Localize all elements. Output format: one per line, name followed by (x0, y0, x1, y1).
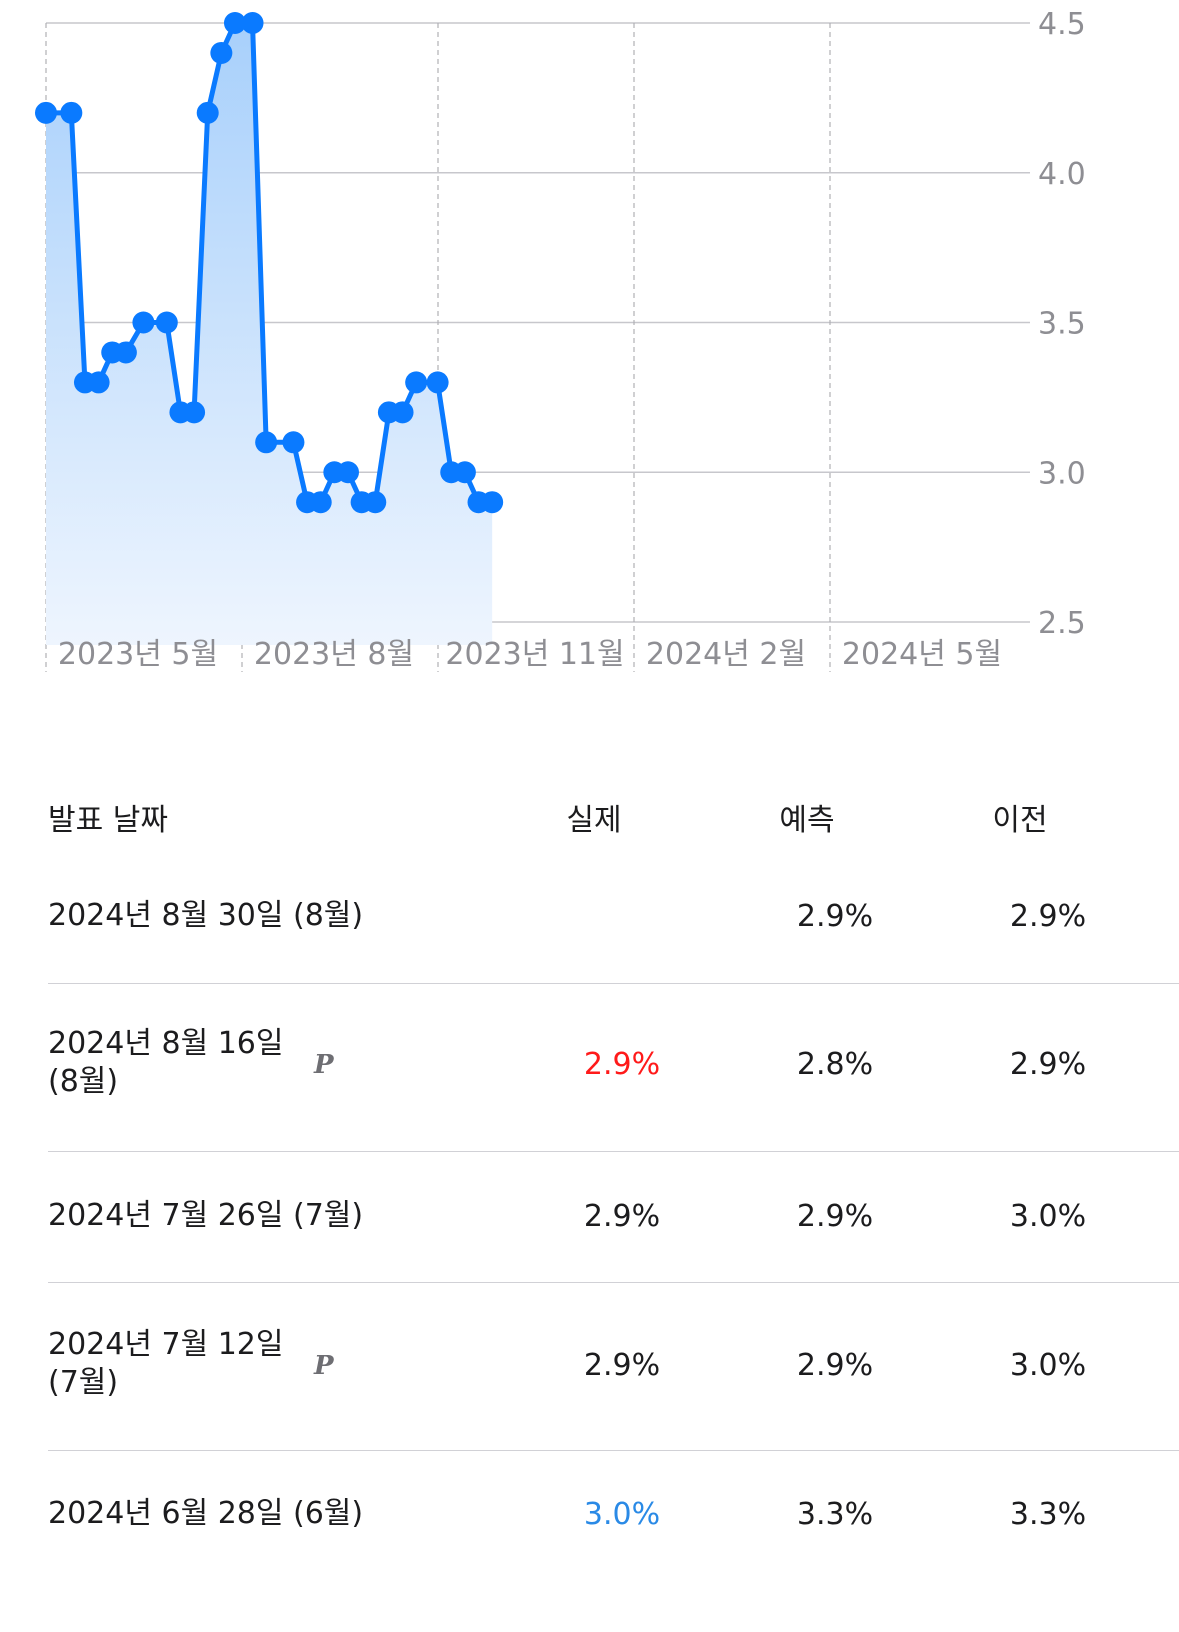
previous-value: 2.9% (1009, 1047, 1087, 1082)
data-point[interactable] (196, 101, 219, 124)
previous-value: 3.0% (1009, 1348, 1087, 1383)
data-point[interactable] (155, 311, 178, 334)
data-point[interactable] (114, 341, 137, 364)
header-actual: 실제 (566, 803, 622, 838)
data-point[interactable] (426, 371, 449, 394)
header-forecast: 예측 (779, 803, 835, 838)
data-point[interactable] (282, 431, 305, 454)
forecast-value: 2.8% (796, 1047, 874, 1082)
forecast-value: 2.9% (796, 1348, 874, 1383)
previous-value: 2.9% (1009, 899, 1087, 934)
x-tick-label: 2023년 8월 (254, 637, 414, 672)
preliminary-badge: P (314, 1351, 334, 1381)
x-tick-label: 2023년 5월 (58, 637, 218, 672)
data-point[interactable] (223, 12, 246, 34)
area-fill (46, 23, 493, 645)
x-tick-label: 2024년 2월 (646, 637, 806, 672)
actual-value: 3.0% (583, 1497, 661, 1532)
y-tick-label: 3.0 (1038, 456, 1086, 491)
header-date: 발표 날짜 (48, 803, 168, 838)
table-row[interactable]: 2024년 7월 26일 (7월) 2.9% 2.9% 3.0% (48, 1197, 1179, 1237)
actual-value: 2.9% (583, 1047, 661, 1082)
y-tick-label: 4.0 (1038, 157, 1086, 192)
x-tick-label: 2024년 5월 (842, 637, 1002, 672)
previous-value: 3.3% (1009, 1497, 1087, 1532)
table-row[interactable]: 2024년 8월 30일 (8월) 2.9% 2.9% (48, 897, 1179, 937)
forecast-value: 3.3% (796, 1497, 874, 1532)
data-point[interactable] (481, 491, 504, 514)
y-tick-label: 4.5 (1038, 7, 1086, 42)
data-point[interactable] (364, 491, 387, 514)
x-tick-label: 2023년 11월 (445, 637, 624, 672)
data-point[interactable] (405, 371, 428, 394)
preliminary-badge: P (314, 1050, 334, 1080)
table-row[interactable]: 2024년 8월 16일 (8월) P 2.9% 2.8% 2.9% (48, 1025, 1179, 1105)
data-point[interactable] (336, 461, 359, 484)
actual-value: 2.9% (583, 1348, 661, 1383)
table-row[interactable]: 2024년 7월 12일 (7월) P 2.9% 2.9% 3.0% (48, 1326, 1179, 1406)
data-point[interactable] (453, 461, 476, 484)
forecast-value: 2.9% (796, 899, 874, 934)
y-tick-label: 2.5 (1038, 606, 1086, 641)
release-date: 2024년 7월 12일 (7월) (48, 1327, 284, 1400)
header-previous: 이전 (992, 803, 1048, 838)
actual-value: 2.9% (583, 1199, 661, 1234)
data-point[interactable] (60, 101, 83, 124)
data-point[interactable] (309, 491, 332, 514)
data-point[interactable] (183, 401, 206, 424)
chart: 4.5 4.0 3.5 3.0 2.5 2023년 5월 2023년 8월 2023년 11월… (0, 0, 1179, 700)
y-tick-label: 3.5 (1038, 307, 1086, 342)
data-point[interactable] (132, 311, 155, 334)
data-point[interactable] (35, 101, 57, 124)
data-point[interactable] (210, 41, 233, 64)
data-point[interactable] (255, 431, 278, 454)
data-point[interactable] (241, 12, 264, 34)
data-point[interactable] (87, 371, 110, 394)
release-date: 2024년 8월 16일 (8월) (48, 1026, 284, 1099)
line-area-chart: 4.5 4.0 3.5 3.0 2.5 2023년 5월 2023년 8월 2023년 11월… (35, 7, 1086, 672)
release-date: 2024년 7월 26일 (7월) (48, 1198, 364, 1233)
data-point[interactable] (391, 401, 414, 424)
previous-value: 3.0% (1009, 1199, 1087, 1234)
table-row[interactable]: 2024년 6월 28일 (6월) 3.0% 3.3% 3.3% (48, 1495, 1179, 1535)
release-date: 2024년 6월 28일 (6월) (48, 1496, 364, 1531)
row-divider (48, 1151, 1179, 1152)
row-divider (48, 983, 1179, 984)
row-divider (48, 1450, 1179, 1451)
row-divider (48, 1282, 1179, 1283)
forecast-value: 2.9% (796, 1199, 874, 1234)
release-date: 2024년 8월 30일 (8월) (48, 898, 364, 933)
